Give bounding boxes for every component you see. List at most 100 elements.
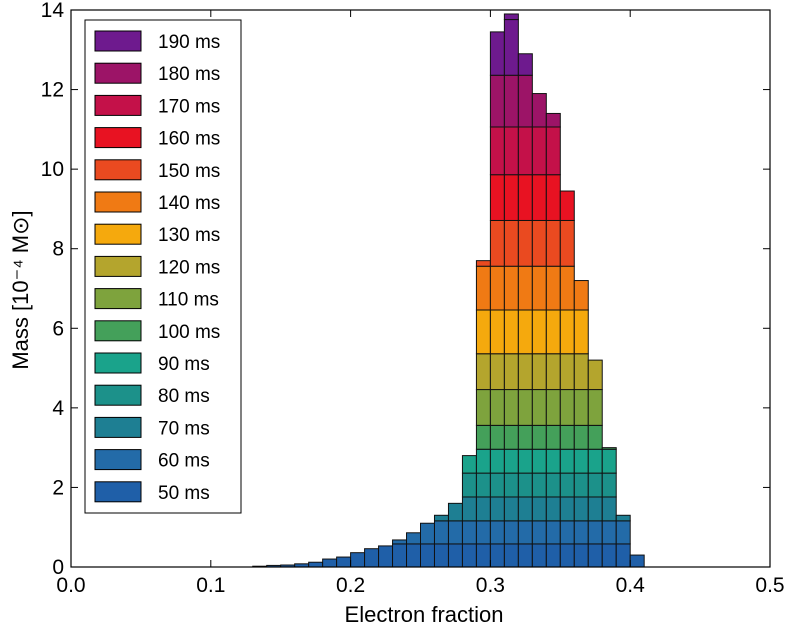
bar-segment <box>503 353 519 391</box>
bar-segment <box>503 126 519 176</box>
legend-label: 80 ms <box>158 386 210 407</box>
bar-segment <box>531 496 547 522</box>
bar-segment <box>503 19 519 76</box>
bar-segment <box>545 520 561 545</box>
bar-segment <box>545 265 561 311</box>
bar-segment <box>531 353 547 391</box>
bar-segment <box>545 543 561 568</box>
legend-label: 50 ms <box>158 483 210 504</box>
bar-segment <box>573 472 589 498</box>
legend-label: 180 ms <box>158 64 220 85</box>
bar-segment <box>587 472 603 498</box>
bar-segment <box>517 219 533 267</box>
bar-segment <box>489 353 505 391</box>
bar-segment <box>573 389 589 426</box>
legend-swatch <box>94 94 142 116</box>
legend-label: 120 ms <box>158 257 220 278</box>
bar-segment <box>517 74 533 128</box>
bar-segment <box>420 522 435 545</box>
bar-segment <box>503 472 519 498</box>
bar-segment <box>475 260 491 267</box>
bar-segment <box>531 543 547 568</box>
bar-segment <box>545 112 561 128</box>
bar-segment <box>559 543 575 568</box>
bar-segment <box>559 389 575 426</box>
x-tick-label: 0.4 <box>616 574 646 597</box>
bar-segment <box>475 265 491 311</box>
bar-segment <box>392 543 408 568</box>
bar-segment <box>545 472 561 498</box>
bar-segment <box>517 353 533 391</box>
bar-segment <box>559 424 575 450</box>
bar-segment <box>503 424 519 450</box>
bar-segment <box>573 496 589 522</box>
bar-segment <box>420 543 435 568</box>
bar-segment <box>517 448 533 474</box>
bar-segment <box>559 496 575 522</box>
bar-segment <box>559 448 575 474</box>
bar-segment <box>573 543 589 568</box>
bar-segment <box>601 472 617 498</box>
bar-segment <box>545 424 561 450</box>
legend-swatch <box>94 223 142 245</box>
bar-segment <box>531 265 547 311</box>
bar-segment <box>461 496 477 522</box>
bar-segment <box>461 520 477 545</box>
bar-segment <box>447 543 463 568</box>
bar-segment <box>629 554 645 568</box>
bar-segment <box>336 556 352 568</box>
bar-segment <box>573 280 589 311</box>
plot-frame <box>70 9 771 568</box>
legend-label: 100 ms <box>158 322 220 343</box>
bar-segment <box>503 265 519 311</box>
bar-segment <box>531 520 547 545</box>
y-tick-label: 0 <box>52 556 64 579</box>
bar-segment <box>531 93 547 128</box>
legend-swatch <box>94 127 142 149</box>
bar-segment <box>573 424 589 450</box>
bar-segment <box>461 472 477 498</box>
bar-segment <box>433 543 449 568</box>
bar-segment <box>489 496 505 522</box>
bar-segment <box>433 514 449 522</box>
bar-segment <box>573 520 589 545</box>
bar-segment <box>531 219 547 267</box>
legend: 190 ms 180 ms 170 ms 160 ms 150 ms 140 ms 130 … <box>84 19 242 514</box>
bar-segment <box>489 219 505 267</box>
bar-segment <box>433 520 449 545</box>
bar-segment <box>475 496 491 522</box>
bar-segment <box>503 448 519 474</box>
bar-segment <box>378 545 394 568</box>
bar-segment <box>573 448 589 474</box>
bar-segment <box>517 174 533 221</box>
bar-segment <box>475 543 491 568</box>
x-tick-label: 0.2 <box>336 574 365 597</box>
x-tick-label: 0.5 <box>755 574 784 597</box>
bar-segment <box>615 514 631 522</box>
bar-segment <box>587 359 603 391</box>
legend-label: 60 ms <box>158 451 210 472</box>
legend-swatch <box>94 481 142 503</box>
legend-label: 170 ms <box>158 96 220 117</box>
bar-segment <box>587 496 603 522</box>
legend-label: 150 ms <box>158 161 220 182</box>
bar-segment <box>559 309 575 355</box>
legend-swatch <box>94 255 142 277</box>
bar-segment <box>601 520 617 545</box>
bar-segment <box>517 309 533 355</box>
legend-label: 70 ms <box>158 418 210 439</box>
bar-segment <box>461 455 477 474</box>
bar-segment <box>475 448 491 474</box>
bar-segment <box>517 496 533 522</box>
x-tick-label: 0.1 <box>196 574 225 597</box>
bar-segment <box>503 219 519 267</box>
bar-segment <box>531 174 547 221</box>
bar-segment <box>406 532 421 545</box>
bar-segment <box>503 496 519 522</box>
bar-segment <box>615 520 631 545</box>
bar-segment <box>559 520 575 545</box>
bar-segment <box>545 496 561 522</box>
bar-segment <box>475 424 491 450</box>
bar-segment <box>587 424 603 450</box>
